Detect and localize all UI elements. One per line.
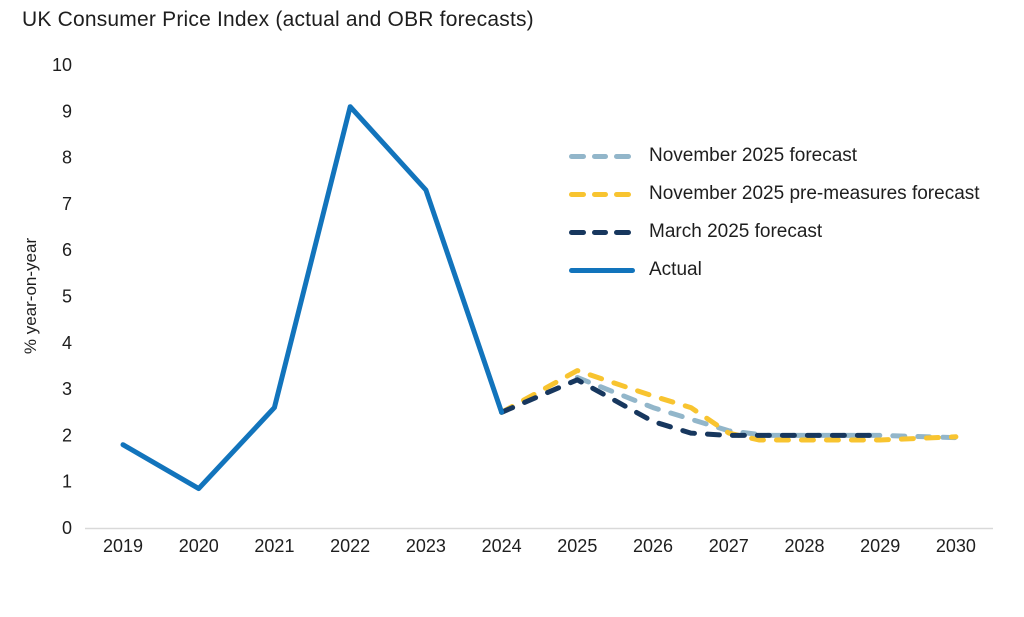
chart-title: UK Consumer Price Index (actual and OBR … [22, 8, 534, 31]
x-tick-label: 2024 [482, 536, 522, 556]
series-line-november-2025-forecast [574, 375, 959, 441]
legend-item-actual: Actual [569, 251, 980, 289]
series-line-march-2025-forecast [499, 377, 883, 438]
legend-swatch [569, 191, 637, 197]
legend-label: Actual [649, 259, 702, 280]
legend-item-november-2025-pre-measures-forecast: November 2025 pre-measures forecast [569, 175, 980, 213]
legend-item-march-2025-forecast: March 2025 forecast [569, 213, 980, 251]
legend-swatch [569, 229, 637, 235]
x-tick-label: 2030 [936, 536, 976, 556]
x-tick-label: 2023 [406, 536, 446, 556]
y-tick-label: 10 [52, 55, 72, 75]
x-tick-label: 2029 [860, 536, 900, 556]
legend-label: March 2025 forecast [649, 221, 823, 242]
x-tick-label: 2028 [784, 536, 824, 556]
legend: November 2025 forecast November 2025 pre-… [569, 137, 980, 289]
x-tick-label: 2022 [330, 536, 370, 556]
axes: 0 1 2 3 4 5 6 7 8 9 10 2019 2020 2021 2022 2023 2024 2025… [52, 55, 993, 556]
legend-swatch [569, 153, 637, 159]
y-tick-label: 1 [62, 472, 72, 492]
x-tick-label: 2019 [103, 536, 143, 556]
y-tick-label: 5 [62, 287, 72, 307]
x-tick-label: 2020 [179, 536, 219, 556]
y-tick-label: 7 [62, 194, 72, 214]
legend-swatch [569, 267, 637, 273]
x-tick-label: 2021 [254, 536, 294, 556]
y-tick-label: 2 [62, 425, 72, 445]
legend-item-november-2025-forecast: November 2025 forecast [569, 137, 980, 175]
series-line-november-2025-pre-measures-forecast [499, 368, 959, 443]
x-tick-label: 2025 [557, 536, 597, 556]
y-tick-label: 3 [62, 379, 72, 399]
y-tick-label: 9 [62, 101, 72, 121]
series-lines [120, 104, 959, 492]
y-tick-label: 4 [62, 333, 72, 353]
legend-label: November 2025 forecast [649, 145, 858, 166]
y-axis-label: % year-on-year [21, 238, 40, 355]
x-tick-label: 2026 [633, 536, 673, 556]
y-tick-label: 8 [62, 148, 72, 168]
y-tick-label: 0 [62, 518, 72, 538]
series-line-actual [120, 104, 505, 492]
x-tick-label: 2027 [709, 536, 749, 556]
legend-label: November 2025 pre-measures forecast [649, 183, 980, 204]
y-tick-label: 6 [62, 240, 72, 260]
